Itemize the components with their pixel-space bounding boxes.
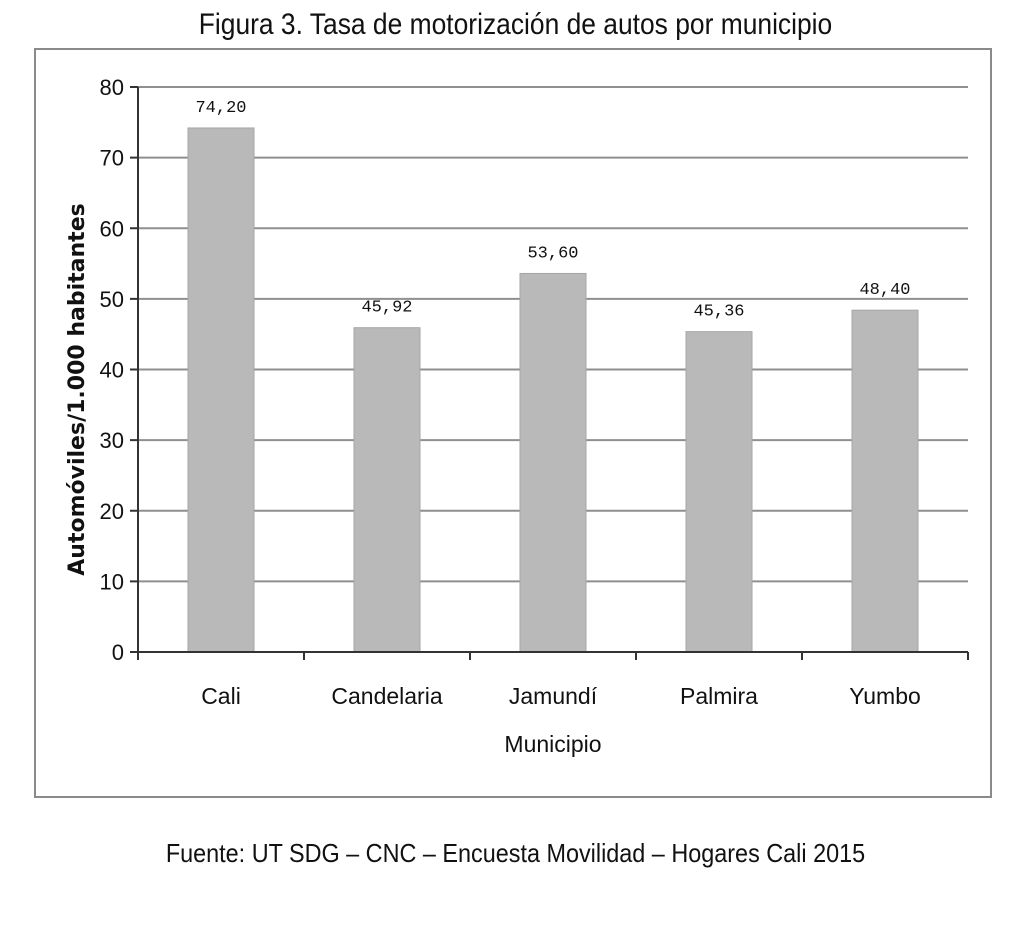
x-category-label: Palmira — [680, 683, 758, 709]
y-tick-label: 30 — [100, 428, 124, 453]
x-axis-title: Municipio — [504, 731, 601, 757]
y-tick-label: 20 — [100, 499, 124, 524]
bar-value-label: 53,60 — [527, 244, 578, 263]
x-category-label: Jamundí — [509, 683, 598, 709]
bar-value-label: 45,92 — [361, 299, 412, 318]
bar-value-label: 48,40 — [859, 281, 910, 300]
bars — [187, 127, 919, 653]
y-axis-title: Automóviles/1.000 habitantes — [65, 203, 90, 575]
bar — [685, 331, 753, 653]
x-category-label: Candelaria — [331, 683, 442, 709]
x-category-label: Cali — [201, 683, 241, 709]
y-tick-label: 70 — [100, 146, 124, 171]
y-tick-label: 10 — [100, 569, 124, 594]
bar-value-label: 74,20 — [195, 99, 246, 118]
y-tick-label: 40 — [100, 358, 124, 383]
y-tick-label: 80 — [100, 75, 124, 100]
figure-title: Figura 3. Tasa de motorización de autos … — [198, 8, 833, 41]
y-tick-label: 0 — [112, 640, 124, 665]
bar — [353, 327, 421, 653]
bar — [519, 272, 587, 653]
axes — [130, 86, 969, 660]
x-category-label: Yumbo — [849, 683, 921, 709]
y-tick-label: 60 — [100, 216, 124, 241]
labels: 0 10 20 30 40 50 60 70 80 74,20 Cali 45,92 Candelari… — [65, 75, 921, 757]
bar — [187, 127, 255, 653]
figure-source: Fuente: UT SDG – CNC – Encuesta Movilida… — [165, 838, 866, 868]
chart-frame — [34, 48, 992, 798]
bar-value-label: 45,36 — [693, 303, 744, 322]
bar — [851, 309, 919, 653]
y-tick-label: 50 — [100, 287, 124, 312]
